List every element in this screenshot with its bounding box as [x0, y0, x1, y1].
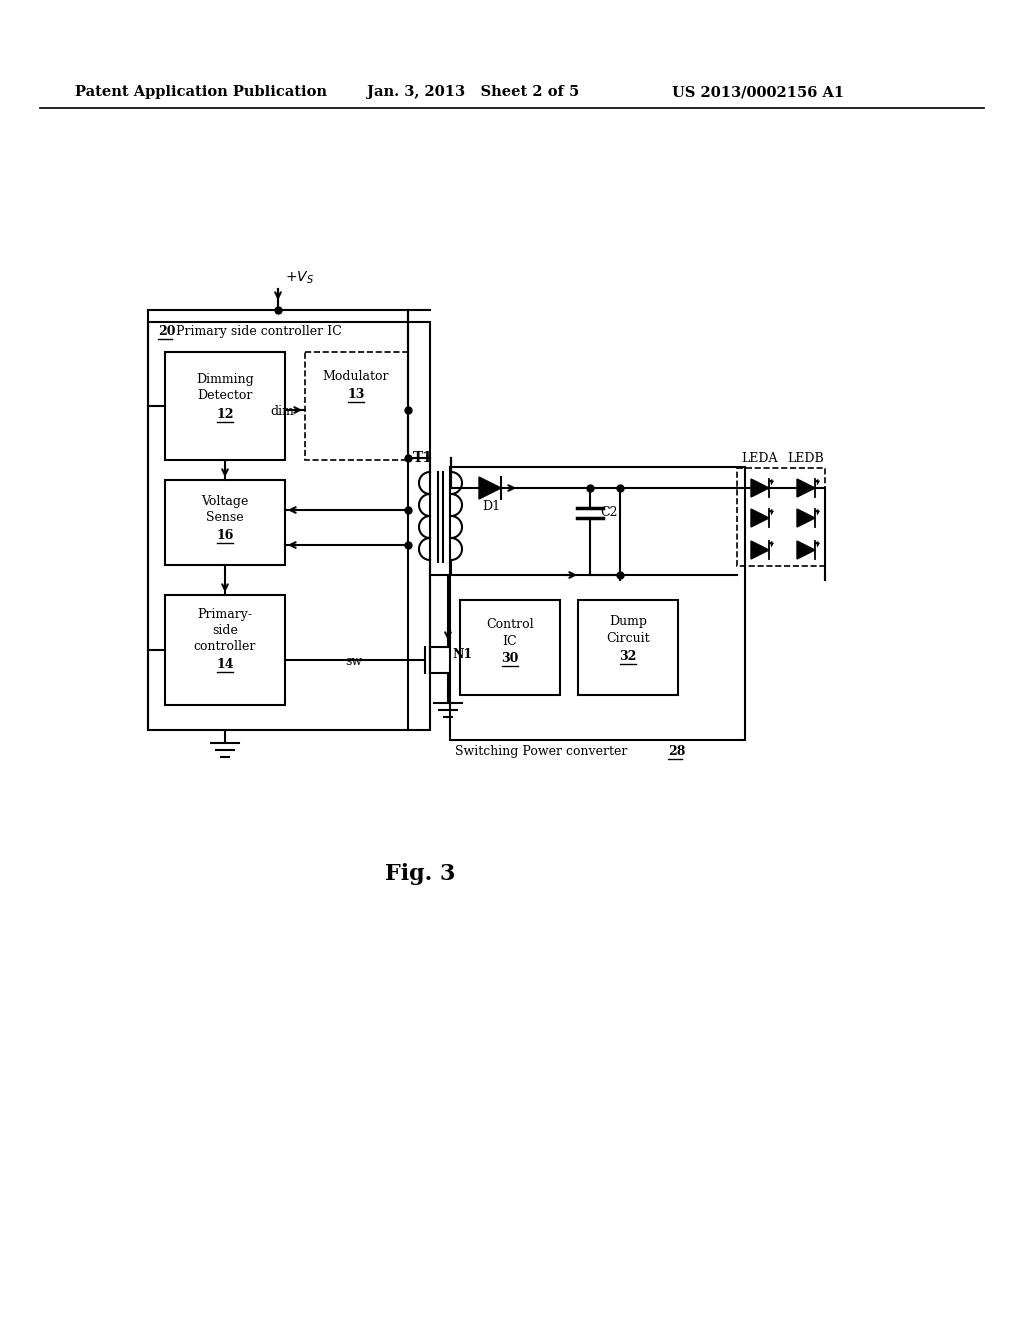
Text: 14: 14	[216, 657, 233, 671]
Bar	[165, 352, 285, 459]
Text: 20: 20	[158, 325, 175, 338]
Text: $+V_S$: $+V_S$	[285, 269, 314, 286]
Bar	[148, 322, 430, 730]
Text: Patent Application Publication: Patent Application Publication	[75, 84, 327, 99]
Text: Control: Control	[486, 618, 534, 631]
Text: N1: N1	[452, 648, 472, 661]
Text: Fig. 3: Fig. 3	[385, 863, 456, 884]
Bar	[578, 601, 678, 696]
Text: Primary-: Primary-	[198, 609, 253, 620]
Text: Switching Power converter: Switching Power converter	[455, 744, 628, 758]
Text: 30: 30	[502, 652, 519, 665]
Bar	[450, 467, 745, 741]
Text: Sense: Sense	[206, 511, 244, 524]
Text: Voltage: Voltage	[202, 495, 249, 508]
Text: 12: 12	[216, 408, 233, 421]
Text: LEDA: LEDA	[741, 451, 778, 465]
Text: C2: C2	[600, 506, 617, 519]
Bar	[737, 469, 825, 566]
Text: D1: D1	[482, 500, 500, 513]
Polygon shape	[751, 541, 769, 558]
Polygon shape	[751, 510, 769, 527]
Text: dim: dim	[270, 405, 294, 418]
Polygon shape	[797, 510, 815, 527]
Text: Dimming: Dimming	[197, 374, 254, 385]
Bar	[460, 601, 560, 696]
Bar	[165, 480, 285, 565]
Bar	[305, 352, 408, 459]
Text: controller: controller	[194, 640, 256, 653]
Text: LEDB: LEDB	[787, 451, 824, 465]
Text: Detector: Detector	[198, 389, 253, 403]
Bar	[165, 595, 285, 705]
Polygon shape	[797, 479, 815, 498]
Text: Circuit: Circuit	[606, 632, 650, 645]
Text: Jan. 3, 2013   Sheet 2 of 5: Jan. 3, 2013 Sheet 2 of 5	[367, 84, 580, 99]
Text: T1: T1	[413, 451, 433, 465]
Text: sw: sw	[345, 655, 362, 668]
Text: US 2013/0002156 A1: US 2013/0002156 A1	[672, 84, 844, 99]
Text: Primary side controller IC: Primary side controller IC	[176, 325, 342, 338]
Text: IC: IC	[503, 635, 517, 648]
Text: Modulator: Modulator	[323, 370, 389, 383]
Polygon shape	[479, 477, 501, 499]
Text: 13: 13	[347, 388, 365, 401]
Polygon shape	[751, 479, 769, 498]
Text: side: side	[212, 624, 238, 638]
Text: Dump: Dump	[609, 615, 647, 628]
Text: 16: 16	[216, 529, 233, 543]
Polygon shape	[797, 541, 815, 558]
Text: 32: 32	[620, 649, 637, 663]
Text: 28: 28	[668, 744, 685, 758]
